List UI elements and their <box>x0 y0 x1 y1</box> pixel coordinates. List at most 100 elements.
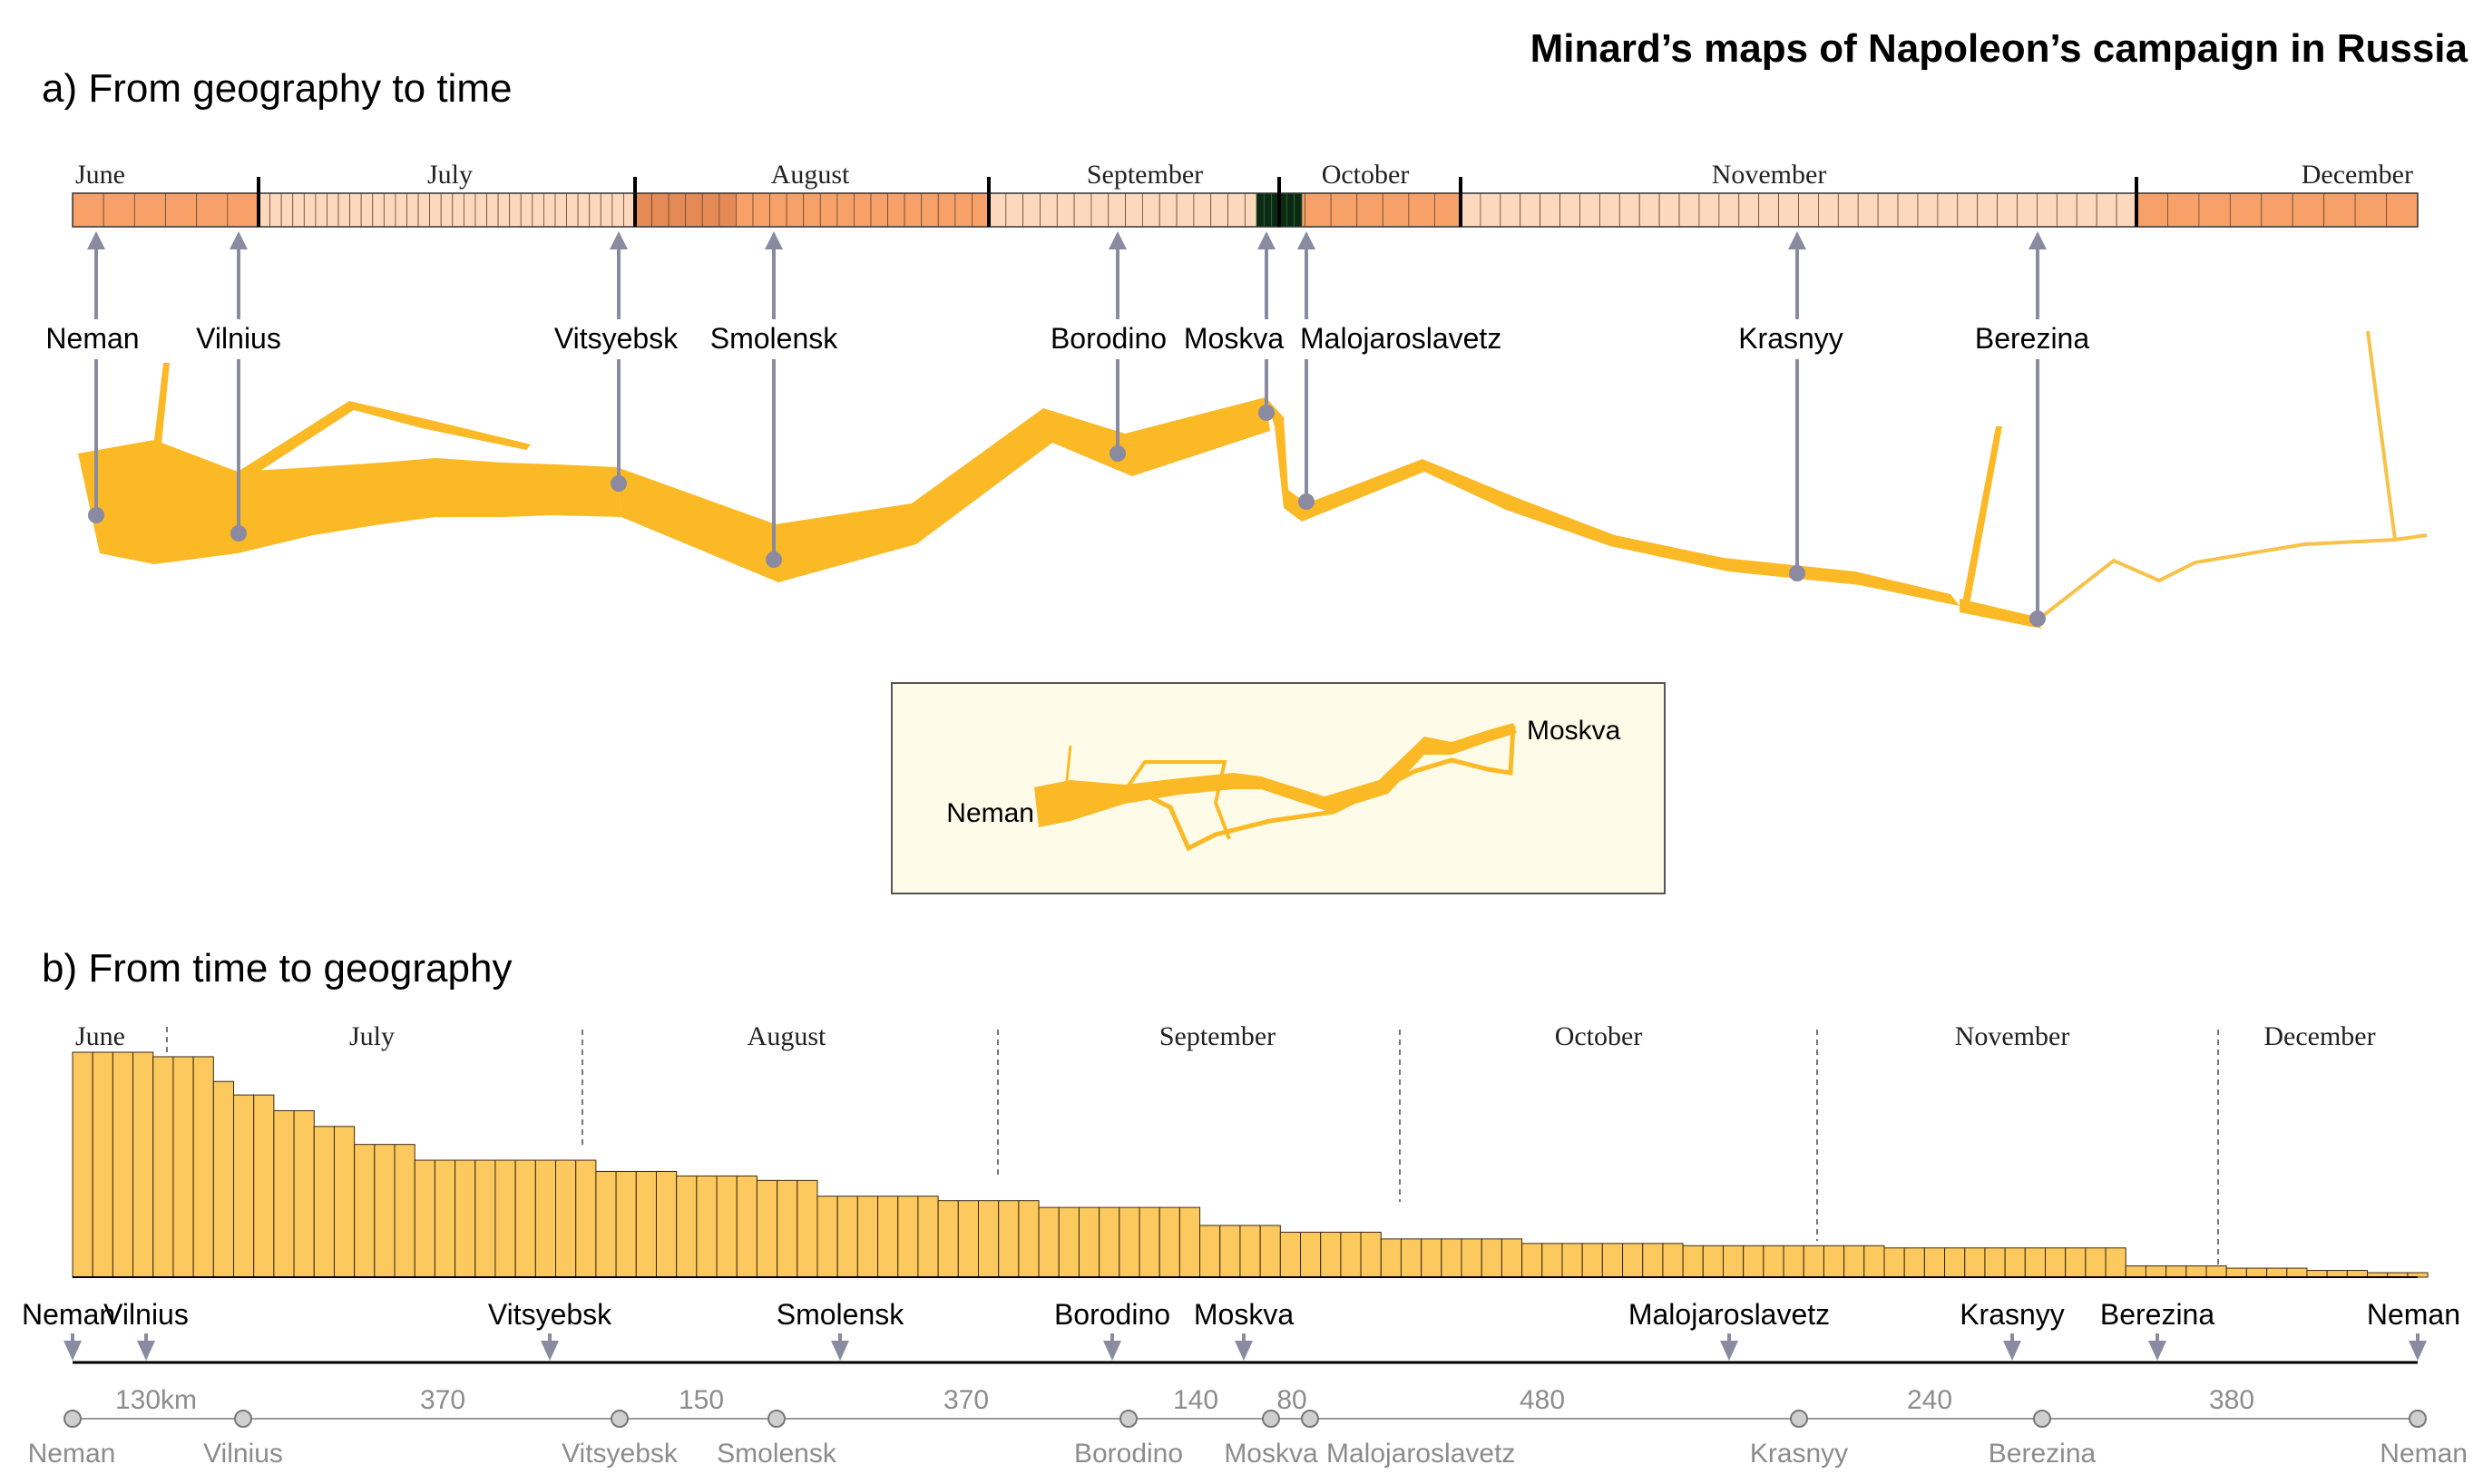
army-size-bar <box>2045 1247 2067 1278</box>
timeline-day-cell <box>752 192 770 228</box>
timeline-day-cell <box>1176 192 1195 228</box>
event-marker-krasnyy: Krasnyy <box>1728 231 1855 581</box>
timeline-day-cell <box>280 192 294 228</box>
timeline-day-cell <box>133 192 166 228</box>
route-place-label: Berezina <box>2100 1298 2215 1331</box>
event-label-bg <box>1295 319 1513 359</box>
timeline-day-cell <box>1294 192 1303 228</box>
army-size-bar <box>1199 1225 1221 1278</box>
timeline-months: June July August September October Novem… <box>75 160 2413 190</box>
route-place-arrowhead <box>831 1341 849 1361</box>
timeline-day-cell <box>1193 192 1212 228</box>
timeline-day-cell <box>1977 192 1999 228</box>
event-label: Moskva <box>1184 322 1284 355</box>
timeline-day-cell <box>887 192 905 228</box>
timeline-day-cell <box>937 192 956 228</box>
army-size-bar <box>1481 1238 1502 1278</box>
army-size-bar <box>1038 1206 1060 1278</box>
army-size-bar <box>1119 1206 1140 1278</box>
timeline-day-cell <box>854 192 872 228</box>
army-size-bar <box>152 1056 174 1278</box>
army-size-bar <box>1340 1231 1362 1278</box>
timeline-day-cell <box>769 192 787 228</box>
army-size-bars <box>72 1051 2429 1278</box>
timeline-day-cell <box>1997 192 2018 228</box>
distance-place-label: Krasnyy <box>1750 1439 1848 1469</box>
event-marker-vitsyebsk: Vitsyebsk <box>548 231 689 492</box>
army-size-bar <box>313 1126 335 1278</box>
timeline-day-cell <box>337 192 351 228</box>
army-size-bar <box>273 1109 295 1278</box>
army-size-bar <box>1259 1225 1281 1278</box>
timeline-month-label: June <box>75 160 125 190</box>
army-size-bar <box>212 1080 235 1278</box>
timeline-day-cell <box>1618 192 1640 228</box>
timeline-day-cell <box>1758 192 1779 228</box>
route-place-arrowhead <box>2003 1341 2021 1361</box>
panel-a-heading: a) From geography to time <box>42 66 512 111</box>
timeline-day-cell <box>701 192 720 228</box>
flow-segment-advance <box>78 440 621 564</box>
timeline-day-cell <box>1818 192 1839 228</box>
event-label-bg <box>1178 319 1290 359</box>
army-size-bar <box>736 1175 758 1278</box>
timeline-day-cell <box>2167 192 2200 228</box>
army-size-bar <box>192 1056 214 1278</box>
timeline-day-cell <box>972 192 990 228</box>
army-size-bar <box>414 1159 435 1278</box>
army-size-bar <box>293 1109 315 1278</box>
flow-segment-final-spur <box>2366 330 2397 541</box>
timeline-day-cell <box>1638 192 1660 228</box>
timeline-day-cell <box>2076 192 2097 228</box>
route-place-label: Vitsyebsk <box>488 1298 612 1331</box>
timeline-day-cell <box>1877 192 1899 228</box>
army-size-bar <box>1642 1243 1664 1278</box>
army-size-bar <box>877 1196 899 1278</box>
timeline-day-cell <box>1658 192 1680 228</box>
army-size-bar <box>434 1159 456 1278</box>
army-size-bar <box>2205 1265 2227 1278</box>
army-size-bar <box>1400 1238 1422 1278</box>
distance-place-label: Smolensk <box>717 1439 837 1469</box>
army-size-bar <box>2346 1270 2369 1278</box>
distance-place-label: Borodino <box>1074 1439 1183 1469</box>
army-size-bar <box>816 1196 838 1278</box>
route-place-arrowhead <box>2148 1341 2166 1361</box>
army-size-bar <box>2185 1265 2207 1278</box>
army-size-bar <box>615 1170 637 1278</box>
event-arrowhead <box>1788 231 1806 249</box>
distance-place-label: Neman <box>28 1439 116 1469</box>
army-size-bar <box>1601 1243 1624 1278</box>
distance-place-label: Neman <box>2380 1439 2468 1469</box>
timeline-day-cell <box>1460 192 1481 228</box>
army-size-bar <box>1883 1247 1905 1278</box>
army-size-bar <box>1541 1243 1563 1278</box>
army-size-bar <box>1239 1225 1261 1278</box>
timeline-day-cell <box>685 192 703 228</box>
army-size-bar <box>1944 1247 1966 1278</box>
timeline-day-cell <box>383 192 396 228</box>
timeline-day-cell <box>360 192 374 228</box>
timeline-day-cell <box>651 192 670 228</box>
timeline-day-cell <box>2354 192 2387 228</box>
timeline-day-cell <box>988 192 1007 228</box>
timeline-day-cell <box>1090 192 1110 228</box>
flow-segment-retreat <box>1960 599 2041 629</box>
timeline-day-cell <box>406 192 419 228</box>
army-size-bar <box>132 1051 154 1278</box>
timeline-day-cell <box>1434 192 1461 228</box>
army-size-bar <box>2286 1267 2308 1278</box>
timeline-day-cell <box>497 192 511 228</box>
month-label: October <box>1555 1021 1643 1051</box>
timeline-day-cell <box>196 192 229 228</box>
timeline-day-cell <box>1330 192 1358 228</box>
event-marker-berezina: Berezina <box>1967 231 2103 627</box>
event-arrowhead <box>1257 231 1276 249</box>
timeline-day-cell <box>303 192 317 228</box>
timeline-day-cell <box>1500 192 1521 228</box>
route-place-label: Krasnyy <box>1960 1298 2065 1331</box>
army-size-bar <box>2245 1267 2268 1278</box>
army-size-bar <box>595 1170 617 1278</box>
timeline-day-cell <box>440 192 454 228</box>
